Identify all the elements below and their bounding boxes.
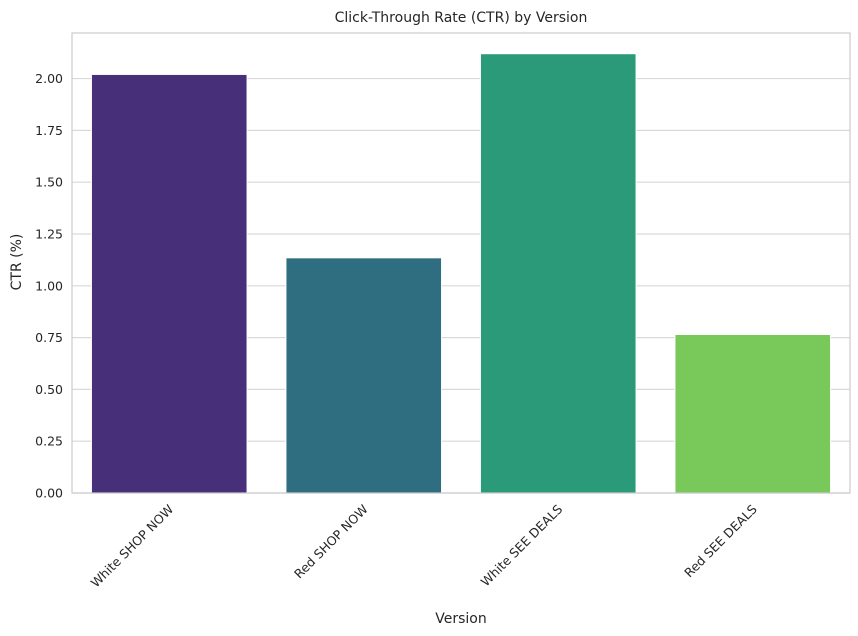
axes-frame — [71, 32, 851, 494]
y-axis-label: CTR (%) — [9, 234, 25, 291]
bars — [90, 53, 832, 494]
x-tick-label: Red SEE DEALS — [681, 501, 760, 580]
x-tick-label: Red SHOP NOW — [291, 502, 371, 582]
y-tick-label: 2.00 — [35, 71, 63, 86]
bar-white-see-deals — [479, 53, 637, 494]
y-tick-label: 1.25 — [35, 226, 63, 241]
x-tick-label: White SHOP NOW — [88, 502, 177, 591]
y-tick-label: 0.50 — [35, 382, 63, 397]
y-tick-label: 0.00 — [35, 486, 63, 501]
x-tick-label: White SEE DEALS — [478, 501, 566, 589]
bar-white-shop-now — [90, 73, 248, 494]
y-tick-label: 1.50 — [35, 175, 63, 190]
bar-red-see-deals — [674, 333, 832, 494]
y-tick-label: 0.25 — [35, 434, 63, 449]
bar-red-shop-now — [285, 257, 443, 494]
y-tick-label: 1.00 — [35, 278, 63, 293]
y-tick-label: 0.75 — [35, 330, 63, 345]
y-tick-label: 1.75 — [35, 123, 63, 138]
y-tick-labels: 0.00 0.25 0.50 0.75 1.00 1.25 1.50 1.75 2.00 — [35, 71, 63, 500]
x-axis-label: Version — [435, 611, 486, 627]
chart-title: Click-Through Rate (CTR) by Version — [335, 10, 588, 26]
x-tick-labels: White SHOP NOW Red SHOP NOW White SEE DEAL… — [88, 501, 760, 590]
